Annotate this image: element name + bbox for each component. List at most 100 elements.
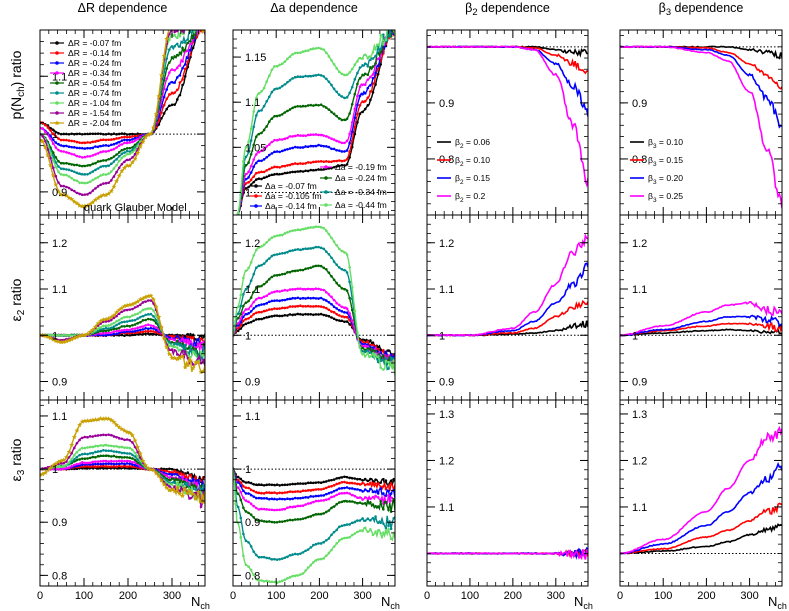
series-marker — [252, 165, 256, 168]
series-line — [620, 425, 782, 555]
series-marker — [288, 163, 292, 167]
series-marker — [139, 330, 142, 334]
series-marker — [257, 296, 261, 300]
series-marker — [379, 366, 383, 369]
series-marker — [345, 475, 349, 479]
series-marker — [109, 433, 113, 437]
series-marker — [175, 481, 179, 485]
series-marker — [296, 312, 300, 316]
series-marker — [340, 500, 344, 504]
series-marker — [102, 444, 105, 447]
series-marker — [131, 448, 134, 452]
series-marker — [109, 449, 113, 453]
series-marker — [62, 333, 66, 337]
series-marker — [85, 418, 90, 423]
series-marker — [348, 150, 351, 154]
series-marker — [317, 103, 320, 107]
series-marker — [125, 149, 129, 153]
series-marker — [63, 192, 69, 198]
series-marker — [358, 346, 362, 349]
series-marker — [136, 331, 139, 334]
series-marker — [186, 60, 190, 64]
series-marker — [117, 437, 121, 440]
series-marker — [327, 167, 331, 170]
series-marker — [299, 552, 302, 555]
series-marker — [139, 332, 142, 336]
series-marker — [148, 131, 154, 136]
series-marker — [317, 46, 320, 50]
series-marker — [183, 482, 187, 485]
series-marker — [187, 20, 190, 23]
series-marker — [288, 55, 292, 59]
series-marker — [65, 466, 68, 470]
series-marker — [73, 446, 76, 450]
series-marker — [173, 68, 176, 72]
legend-label: Δa = -0.44 fm — [335, 200, 387, 210]
series-marker — [129, 432, 135, 438]
series-marker — [280, 483, 284, 487]
series-marker — [371, 349, 375, 352]
series-marker — [358, 501, 362, 504]
series-marker — [319, 225, 323, 229]
series-marker — [296, 496, 300, 500]
series-marker — [102, 433, 105, 437]
series-marker — [168, 338, 171, 341]
series-marker — [131, 135, 134, 138]
series-marker — [340, 118, 344, 122]
series-marker — [102, 182, 105, 185]
series-marker — [309, 515, 313, 518]
series-marker — [317, 304, 320, 308]
series-marker — [107, 444, 110, 447]
series-marker — [175, 42, 179, 46]
series-marker — [96, 167, 100, 170]
series-marker — [288, 305, 292, 308]
series-marker — [161, 336, 167, 341]
series-marker — [88, 163, 92, 167]
series-marker — [194, 344, 198, 347]
series-marker — [144, 300, 147, 303]
series-marker — [312, 513, 315, 517]
series-marker — [317, 264, 320, 268]
panel-3-2: 1.11.21.30 100 200 300 Nch — [617, 399, 787, 611]
series-marker — [247, 150, 250, 154]
series-marker — [152, 318, 155, 322]
series-marker — [319, 168, 323, 171]
series-marker — [345, 271, 349, 274]
series-marker — [133, 136, 137, 140]
y-tick-label: 1.2 — [439, 455, 454, 467]
series-marker — [260, 177, 263, 181]
series-marker — [162, 95, 166, 99]
series-marker — [75, 132, 79, 136]
series-marker — [260, 170, 263, 174]
series-marker — [374, 61, 377, 65]
series-marker — [83, 181, 87, 185]
series-marker — [314, 488, 318, 491]
series-marker — [390, 22, 393, 25]
series-marker — [125, 315, 129, 319]
series-marker — [286, 147, 289, 151]
series-marker — [317, 313, 320, 316]
series-marker — [387, 360, 390, 364]
series-marker — [332, 489, 336, 493]
series-marker — [366, 340, 370, 343]
series-marker — [260, 483, 263, 487]
series-marker — [128, 141, 132, 144]
series-marker — [361, 73, 364, 77]
series-marker — [265, 145, 268, 148]
series-marker — [102, 334, 105, 337]
series-marker — [94, 153, 97, 156]
series-marker — [348, 312, 351, 315]
series-marker — [104, 320, 108, 323]
series-marker — [299, 134, 302, 137]
series-marker — [356, 60, 359, 63]
series-marker — [306, 267, 310, 270]
series-marker — [293, 105, 297, 109]
series-marker — [194, 20, 197, 23]
series-marker — [143, 134, 149, 140]
series-marker — [67, 186, 71, 190]
series-marker — [288, 554, 292, 557]
series-marker — [73, 454, 76, 457]
series-marker — [270, 580, 274, 584]
series-marker — [170, 477, 174, 480]
